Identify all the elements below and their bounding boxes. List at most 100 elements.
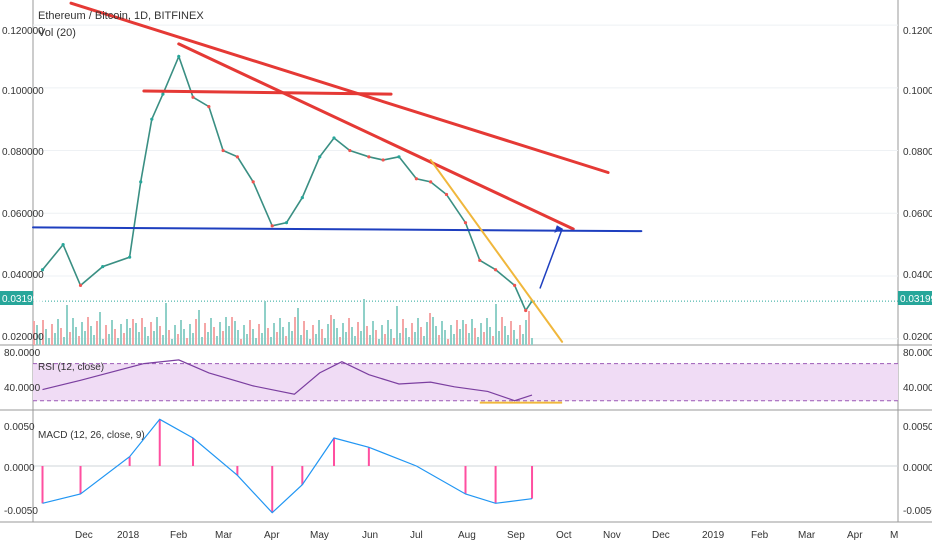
macd-tick-left: 0.0000 [4,463,35,474]
volume-bar [489,327,491,345]
price-point [270,224,274,228]
price-tick-left: 0.080000 [2,147,44,158]
volume-bar [381,325,383,345]
volume-bar [369,335,371,345]
volume-bar [207,332,209,345]
last-price-badge-right [898,291,932,305]
volume-bar [324,338,326,345]
volume-bar [510,321,512,345]
price-point [235,155,239,159]
volume-bar [216,336,218,345]
volume-bar [183,329,185,345]
volume-bar [258,324,260,345]
volume-bars [33,299,533,345]
macd-histogram-bar [367,447,370,466]
volume-bar [33,321,35,345]
macd-panel [41,418,534,514]
volume-bar [516,339,518,345]
volume-bar [438,335,440,345]
price-point [513,283,517,288]
price-tick-right: 0.060000 [903,209,932,220]
volume-bar [93,335,95,345]
volume-bar [279,318,281,345]
volume-bar [192,333,194,345]
price-tick-right: 0.020000 [903,332,932,343]
volume-bar [303,321,305,345]
x-tick: Dec [652,530,670,541]
volume-bar [357,322,359,345]
macd-tick-left: 0.0050 [4,422,35,433]
price-point [101,264,105,269]
price-point [478,258,482,262]
volume-bar [219,322,221,345]
volume-bar [138,332,140,345]
volume-bar [315,334,317,345]
x-tick: Mar [215,530,233,541]
x-tick: Feb [751,530,769,541]
volume-bar [333,319,335,345]
price-point [139,180,143,184]
x-tick: Feb [170,530,188,541]
volume-bar [63,337,65,345]
volume-bar [243,325,245,345]
volume-bar [498,331,500,345]
macd-histogram-bar [192,438,195,466]
volume-bar [66,305,68,345]
volume-bar [531,338,533,345]
volume-bar [291,331,293,345]
volume-bar [330,315,332,345]
arrow-shaft [539,228,563,289]
price-point [414,177,418,181]
volume-bar [342,323,344,345]
volume-bar [318,320,320,345]
volume-bar [450,325,452,345]
volume-bar [273,323,275,345]
volume-bar [54,333,56,345]
volume-bar [471,319,473,345]
volume-bar [483,332,485,345]
volume-bar [132,319,134,345]
volume-bar [390,329,392,345]
volume-bar [522,334,524,345]
volume-bar [102,339,104,345]
macd-tick-right: 0.0050 [903,422,932,433]
volume-bar [417,318,419,345]
volume-bar [507,335,509,345]
rsi-tick-right: 40.0000 [903,383,932,394]
price-point [251,180,255,184]
price-point [191,95,195,99]
volume-bar [87,317,89,345]
x-tick: Apr [264,530,280,541]
rsi-band [33,363,898,401]
volume-bar [186,338,188,345]
volume-bar [210,318,212,345]
x-tick: 2018 [117,530,140,541]
price-point [494,268,498,272]
volume-bar [111,320,113,345]
volume-bar [387,320,389,345]
volume-bar [468,333,470,345]
volume-bar [246,334,248,345]
volume-bar [228,326,230,345]
volume-bar [312,325,314,345]
price-point [463,221,468,225]
volume-bar [441,321,443,345]
volume-bar [204,323,206,345]
volume-bar [99,312,101,345]
volume-bar [288,322,290,345]
volume-bar [351,327,353,345]
price-point [318,155,322,159]
macd-histogram-bar [333,438,336,466]
volume-bar [444,330,446,345]
volume-bar [402,319,404,345]
price-point [40,268,45,272]
macd-line [42,418,533,514]
volume-bar [486,318,488,345]
volume-bar [267,328,269,345]
volume-bar [264,301,266,345]
volume-bar [123,333,125,345]
volume-bar [513,330,515,345]
rsi-label: RSI (12, close) [38,362,104,373]
x-tick: 2019 [702,530,725,541]
price-point [78,283,83,288]
